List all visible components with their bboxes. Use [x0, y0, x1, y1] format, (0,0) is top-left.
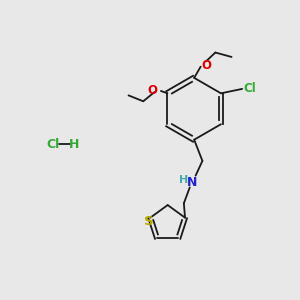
Text: H: H — [178, 175, 188, 185]
Text: O: O — [202, 59, 212, 72]
Text: N: N — [187, 176, 197, 189]
Text: Cl: Cl — [244, 82, 256, 95]
Text: S: S — [144, 215, 154, 228]
Text: O: O — [147, 85, 157, 98]
Text: Cl: Cl — [46, 138, 59, 151]
Text: H: H — [69, 138, 79, 151]
